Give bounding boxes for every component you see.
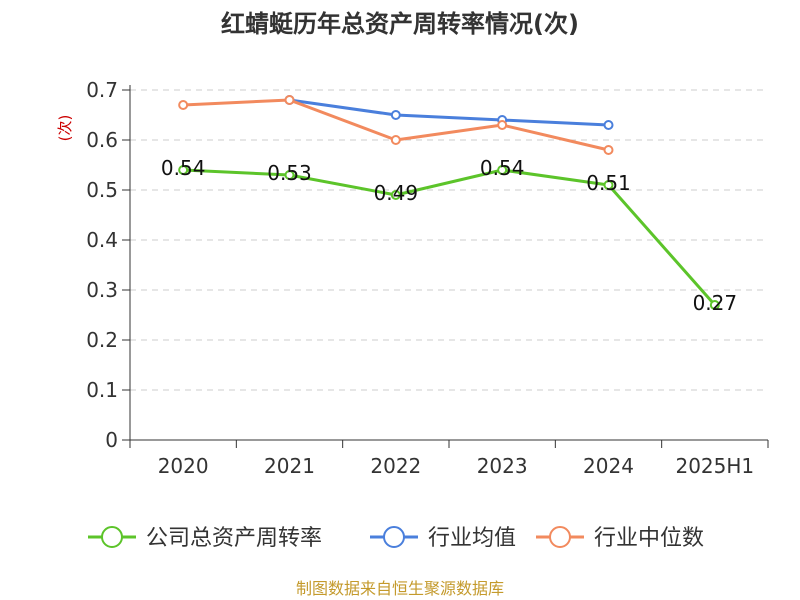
- legend-marker-0: [101, 526, 123, 548]
- y-axis-label: (次): [56, 115, 74, 142]
- series-1-point-4: [603, 120, 614, 130]
- series-0-point-0: [178, 165, 189, 175]
- series-2-point-2: [390, 135, 401, 145]
- legend-label-0: 公司总资产周转率: [146, 526, 322, 551]
- data-label-3: 0.54: [480, 156, 525, 180]
- series-0-point-4: [603, 180, 614, 190]
- y-tick-label-0: 0: [105, 428, 118, 452]
- y-tick-label-5: 0.5: [86, 178, 118, 202]
- series-line-1: [289, 98, 609, 127]
- legend-label-1: 行业均值: [428, 526, 516, 551]
- series-2-point-0: [178, 100, 189, 110]
- legend-marker-1: [383, 526, 405, 548]
- y-tick-label-1: 0.1: [86, 378, 118, 402]
- legend-label-2: 行业中位数: [594, 526, 704, 551]
- x-tick-label-2: 2022: [370, 454, 421, 478]
- series-1-point-2: [390, 110, 401, 120]
- x-tick-label-0: 2020: [158, 454, 209, 478]
- x-tick-label-5: 2025H1: [675, 454, 754, 478]
- legend-marker-2: [549, 526, 571, 548]
- data-labels: 0.54 0.53 0.49 0.54 0.51 0.27: [161, 156, 737, 315]
- y-tick-label-2: 0.2: [86, 328, 118, 352]
- y-tick-label-4: 0.4: [86, 228, 118, 252]
- series-2-point-4: [603, 145, 614, 155]
- series-layer: [178, 95, 720, 310]
- series-line-0: [183, 168, 716, 306]
- axes: 0 0.1 0.2 0.3 0.4 0.5 0.6 0.7 2020 2021 2022 2023 20…: [86, 78, 769, 478]
- series-2-point-3: [497, 120, 508, 130]
- data-label-5: 0.27: [693, 291, 738, 315]
- x-tick-label-3: 2023: [477, 454, 528, 478]
- data-label-1: 0.53: [267, 161, 312, 185]
- x-tick-label-4: 2024: [583, 454, 634, 478]
- series-0-point-2: [390, 190, 401, 200]
- source-note: 制图数据来自恒生聚源数据库: [296, 579, 504, 598]
- series-0-point-3: [497, 165, 508, 175]
- data-label-2: 0.49: [374, 181, 419, 205]
- data-label-0: 0.54: [161, 156, 206, 180]
- series-2-point-1: [284, 95, 295, 105]
- chart-title: 红蜻蜓历年总资产周转率情况(次): [221, 10, 579, 38]
- y-tick-label-7: 0.7: [86, 78, 118, 102]
- y-tick-label-3: 0.3: [86, 278, 118, 302]
- y-tick-label-6: 0.6: [86, 128, 118, 152]
- legend: 公司总资产周转率 行业均值 行业中位数: [88, 526, 704, 551]
- series-0-point-1: [284, 170, 295, 180]
- series-0-point-5: [709, 300, 720, 310]
- x-tick-label-1: 2021: [264, 454, 315, 478]
- gridlines: [130, 89, 768, 391]
- data-label-4: 0.51: [586, 171, 631, 195]
